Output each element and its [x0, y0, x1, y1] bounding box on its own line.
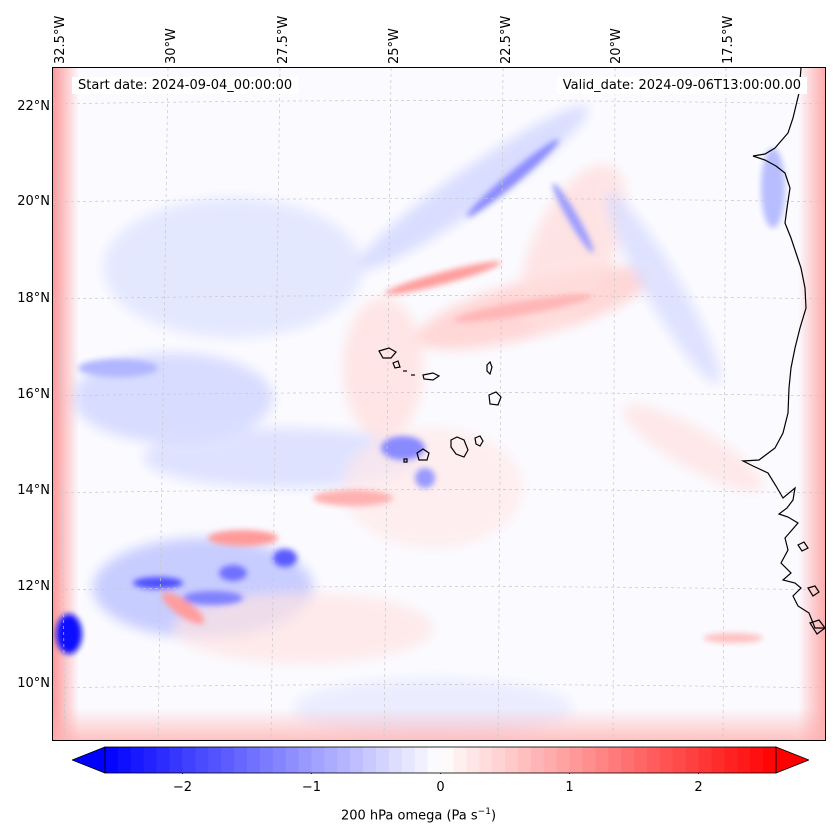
lat-label-14n: 14°N — [17, 483, 50, 498]
colorbar-cell — [556, 747, 571, 773]
lon-label-30w: 30°W — [164, 28, 179, 64]
colorbar-extend-min — [72, 746, 106, 774]
colorbar-label-tail: ) — [490, 808, 497, 824]
colorbar-cell — [324, 747, 338, 773]
colorbar-cell — [634, 747, 648, 773]
colorbar-cell — [337, 747, 351, 773]
colorbar-cell — [453, 747, 467, 773]
colorbar-cell — [517, 747, 532, 773]
colorbar-cell — [672, 747, 687, 773]
colorbar — [72, 746, 809, 774]
colorbar-cell — [646, 747, 661, 773]
colorbar-cell — [350, 747, 364, 773]
colorbar-cell — [427, 747, 442, 773]
colorbar-tick-label: −2 — [172, 780, 193, 795]
lat-label-18n: 18°N — [17, 291, 50, 306]
lat-label-22n: 22°N — [17, 99, 50, 114]
colorbar-cell — [221, 747, 235, 773]
graticule — [53, 68, 825, 740]
colorbar-cell — [285, 747, 300, 773]
colorbar-cell — [311, 747, 325, 773]
colorbar-cell — [737, 747, 751, 773]
colorbar-cell — [208, 747, 222, 773]
colorbar-extend-max — [775, 746, 809, 774]
colorbar-cell — [401, 747, 416, 773]
colorbar-cell — [234, 747, 248, 773]
colorbar-cell — [130, 747, 145, 773]
africa-coastline — [740, 68, 825, 629]
colorbar-tick-label: 2 — [694, 780, 703, 795]
lat-label-12n: 12°N — [17, 579, 50, 594]
colorbar-tick-label: 0 — [436, 780, 445, 795]
south-boundary-band — [53, 708, 825, 740]
colorbar-cell — [466, 747, 480, 773]
lon-label-22-5w: 22.5°W — [499, 15, 514, 64]
omega-field-map — [53, 68, 825, 740]
colorbar-cell — [698, 747, 713, 773]
colorbar-tick-label: 1 — [565, 780, 574, 795]
colorbar-tick-label: −1 — [301, 780, 322, 795]
colorbar-cell — [543, 747, 558, 773]
colorbar-cell — [724, 747, 738, 773]
colorbar-cell — [143, 747, 158, 773]
colorbar-cell — [595, 747, 609, 773]
colorbar-cell — [246, 747, 261, 773]
start-date-label: Start date: 2024-09-04_00:00:00 — [72, 77, 299, 94]
colorbar-cell — [505, 747, 519, 773]
colorbar-cell — [492, 747, 506, 773]
colorbar-cell — [388, 747, 403, 773]
valid-date-label: Valid_date: 2024-09-06T13:00:00.00 — [556, 77, 807, 94]
colorbar-cell — [298, 747, 313, 773]
colorbar-label-exponent: −1 — [477, 807, 491, 817]
colorbar-cell — [182, 747, 196, 773]
colorbar-cell — [608, 747, 622, 773]
lon-label-32-5w: 32.5°W — [53, 15, 68, 64]
colorbar-cell — [582, 747, 596, 773]
colorbar-cell — [363, 747, 377, 773]
lat-label-20n: 20°N — [17, 194, 50, 209]
colorbar-label: 200 hPa omega (Pa s−1) — [0, 807, 837, 823]
colorbar-cell — [272, 747, 287, 773]
lon-label-27-5w: 27.5°W — [276, 15, 291, 64]
colorbar-cell — [569, 747, 584, 773]
omega-field-shading — [73, 106, 763, 738]
lat-label-16n: 16°N — [17, 387, 50, 402]
colorbar-cell — [711, 747, 725, 773]
colorbar-cell — [763, 747, 777, 773]
colorbar-cell — [105, 747, 119, 773]
cape-verde-islands — [378, 347, 825, 635]
colorbar-cells — [105, 747, 777, 773]
lon-label-20w: 20°W — [609, 28, 624, 64]
colorbar-ticks — [182, 773, 699, 774]
colorbar-cell — [659, 747, 674, 773]
colorbar-cell — [685, 747, 700, 773]
colorbar-cell — [440, 747, 455, 773]
colorbar-cell — [117, 747, 132, 773]
colorbar-cell — [259, 747, 274, 773]
colorbar-label-main: 200 hPa omega (Pa s — [340, 808, 478, 824]
colorbar-cell — [414, 747, 429, 773]
colorbar-cell — [156, 747, 171, 773]
colorbar-cell — [375, 747, 390, 773]
colorbar-cell — [621, 747, 635, 773]
colorbar-cell — [750, 747, 764, 773]
lat-label-10n: 10°N — [17, 676, 50, 691]
lon-label-25w: 25°W — [387, 28, 402, 64]
east-boundary-band — [798, 68, 825, 740]
lon-label-17-5w: 17.5°W — [721, 15, 736, 64]
colorbar-cell — [530, 747, 545, 773]
colorbar-cell — [195, 747, 209, 773]
map-panel[interactable] — [52, 67, 826, 741]
colorbar-cell — [479, 747, 493, 773]
colorbar-cell — [169, 747, 184, 773]
